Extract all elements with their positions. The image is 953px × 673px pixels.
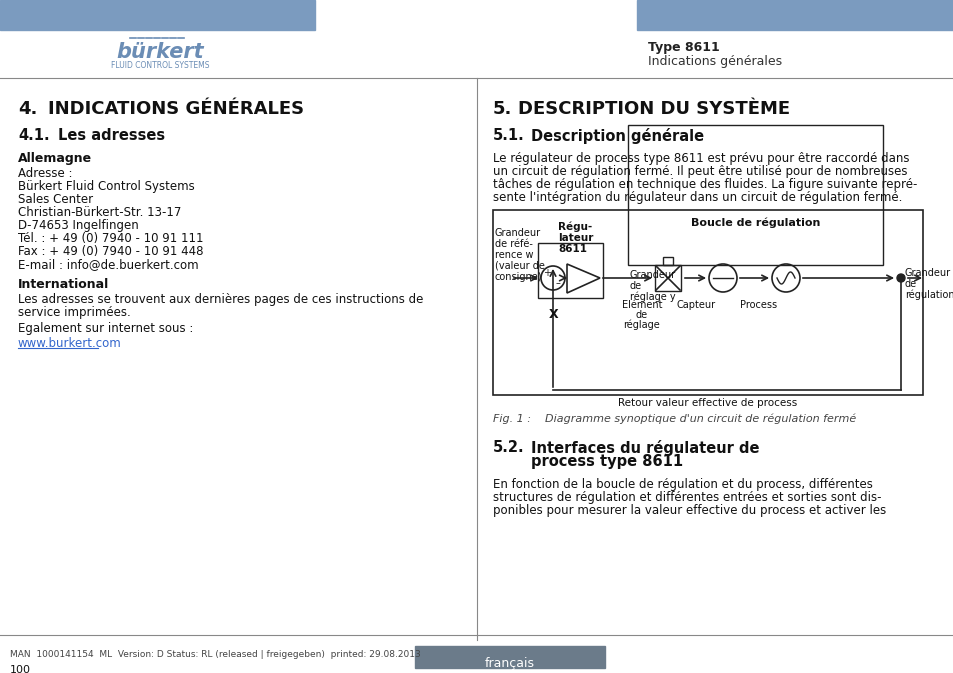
Text: Les adresses: Les adresses xyxy=(58,128,165,143)
Text: de: de xyxy=(636,310,647,320)
Text: 5.2.: 5.2. xyxy=(493,440,524,455)
Text: Adresse :: Adresse : xyxy=(18,167,72,180)
Text: de: de xyxy=(904,279,916,289)
Text: 100: 100 xyxy=(10,665,30,673)
Text: E-mail : info@de.buerkert.com: E-mail : info@de.buerkert.com xyxy=(18,258,198,271)
Text: Bürkert Fluid Control Systems: Bürkert Fluid Control Systems xyxy=(18,180,194,193)
Text: Fig. 1 :    Diagramme synoptique d'un circuit de régulation fermé: Fig. 1 : Diagramme synoptique d'un circu… xyxy=(493,414,856,425)
Text: Retour valeur effective de process: Retour valeur effective de process xyxy=(618,398,797,408)
Text: Tél. : + 49 (0) 7940 - 10 91 111: Tél. : + 49 (0) 7940 - 10 91 111 xyxy=(18,232,203,245)
Text: 5.1.: 5.1. xyxy=(493,128,524,143)
Text: Allemagne: Allemagne xyxy=(18,152,92,165)
Text: +: + xyxy=(542,268,551,278)
Text: Sales Center: Sales Center xyxy=(18,193,93,206)
Text: réglage y: réglage y xyxy=(629,292,675,302)
Text: Egalement sur internet sous :: Egalement sur internet sous : xyxy=(18,322,193,335)
Text: Fax : + 49 (0) 7940 - 10 91 448: Fax : + 49 (0) 7940 - 10 91 448 xyxy=(18,245,203,258)
Text: consigne): consigne) xyxy=(495,272,542,282)
Text: DESCRIPTION DU SYSTÈME: DESCRIPTION DU SYSTÈME xyxy=(517,100,789,118)
Text: –: – xyxy=(555,278,559,288)
Text: 8611: 8611 xyxy=(558,244,586,254)
Text: Grandeur: Grandeur xyxy=(629,270,676,280)
Circle shape xyxy=(896,274,904,282)
Text: INDICATIONS GÉNÉRALES: INDICATIONS GÉNÉRALES xyxy=(48,100,304,118)
Text: structures de régulation et différentes entrées et sorties sont dis-: structures de régulation et différentes … xyxy=(493,491,881,504)
Text: Grandeur: Grandeur xyxy=(904,268,950,278)
Text: 4.1.: 4.1. xyxy=(18,128,50,143)
Text: ponibles pour mesurer la valeur effective du process et activer les: ponibles pour mesurer la valeur effectiv… xyxy=(493,504,885,517)
Text: français: français xyxy=(484,657,535,670)
Text: 5.: 5. xyxy=(493,100,512,118)
Text: de réfé-: de réfé- xyxy=(495,239,533,249)
Text: Elément: Elément xyxy=(621,300,661,310)
Bar xyxy=(627,125,882,265)
Text: rence w: rence w xyxy=(495,250,533,260)
Text: Process: Process xyxy=(740,300,777,310)
Text: un circuit de régulation fermé. Il peut être utilisé pour de nombreuses: un circuit de régulation fermé. Il peut … xyxy=(493,165,906,178)
Text: Christian-Bürkert-Str. 13-17: Christian-Bürkert-Str. 13-17 xyxy=(18,206,181,219)
Text: Régu-: Régu- xyxy=(558,222,592,232)
Text: Les adresses se trouvent aux dernières pages de ces instructions de: Les adresses se trouvent aux dernières p… xyxy=(18,293,423,306)
Text: réglage: réglage xyxy=(623,320,659,330)
Text: Type 8611: Type 8611 xyxy=(647,42,719,55)
Text: Description générale: Description générale xyxy=(531,128,703,144)
Text: X: X xyxy=(548,308,558,321)
Text: de: de xyxy=(629,281,641,291)
Text: Interfaces du régulateur de: Interfaces du régulateur de xyxy=(531,440,759,456)
Bar xyxy=(655,265,680,291)
Text: www.burkert.com: www.burkert.com xyxy=(18,337,122,350)
Text: International: International xyxy=(18,278,110,291)
Text: Boucle de régulation: Boucle de régulation xyxy=(691,218,820,229)
Bar xyxy=(415,646,604,668)
Text: 4.: 4. xyxy=(18,100,37,118)
Text: FLUID CONTROL SYSTEMS: FLUID CONTROL SYSTEMS xyxy=(111,61,209,69)
Text: bürkert: bürkert xyxy=(116,42,204,62)
Text: MAN  1000141154  ML  Version: D Status: RL (released | freigegeben)  printed: 29: MAN 1000141154 ML Version: D Status: RL … xyxy=(10,650,420,659)
Text: Grandeur: Grandeur xyxy=(495,228,540,238)
Text: En fonction de la boucle de régulation et du process, différentes: En fonction de la boucle de régulation e… xyxy=(493,478,872,491)
Text: régulation: régulation xyxy=(904,290,953,301)
Text: lateur: lateur xyxy=(558,233,593,243)
Text: tâches de régulation en technique des fluides. La figure suivante repré-: tâches de régulation en technique des fl… xyxy=(493,178,917,191)
Bar xyxy=(493,210,923,395)
Bar xyxy=(537,243,602,298)
Text: sente l'intégration du régulateur dans un circuit de régulation fermé.: sente l'intégration du régulateur dans u… xyxy=(493,191,902,204)
Text: Indications générales: Indications générales xyxy=(647,55,781,69)
Bar xyxy=(637,0,953,30)
Text: D-74653 Ingelfingen: D-74653 Ingelfingen xyxy=(18,219,138,232)
Bar xyxy=(662,257,672,265)
Text: service imprimées.: service imprimées. xyxy=(18,306,131,319)
Text: (valeur de: (valeur de xyxy=(495,261,544,271)
Text: Le régulateur de process type 8611 est prévu pour être raccordé dans: Le régulateur de process type 8611 est p… xyxy=(493,152,908,165)
Text: Capteur: Capteur xyxy=(676,300,715,310)
Bar xyxy=(0,0,314,30)
Text: process type 8611: process type 8611 xyxy=(531,454,682,469)
